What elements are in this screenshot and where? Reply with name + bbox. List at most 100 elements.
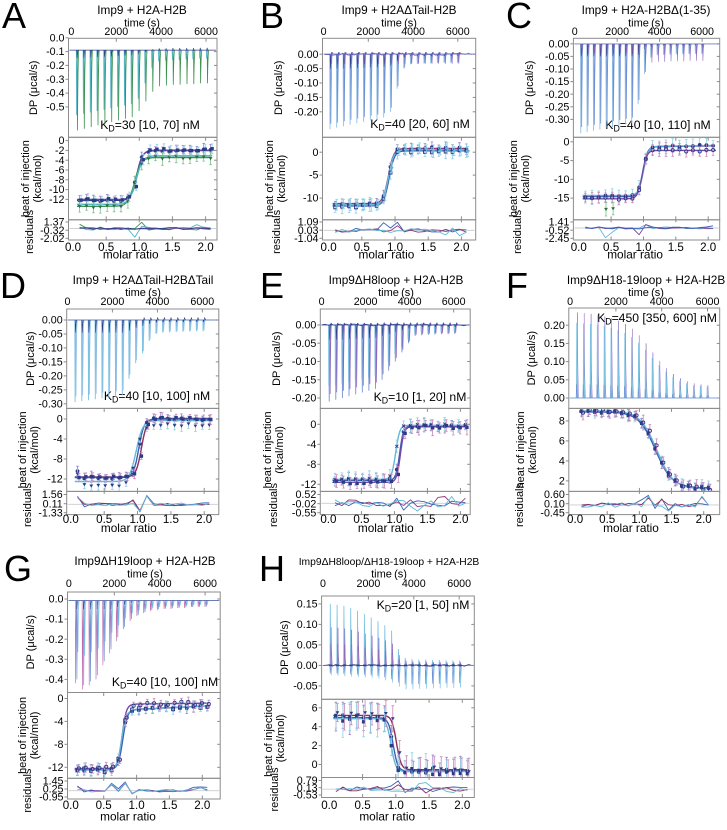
svg-text:-0.15: -0.15 xyxy=(292,374,316,386)
svg-text:-0.15: -0.15 xyxy=(38,357,62,369)
svg-text:molar ratio: molar ratio xyxy=(359,248,415,262)
svg-text:residuals: residuals xyxy=(512,209,524,254)
svg-text:1.09: 1.09 xyxy=(298,217,319,229)
svg-text:heat of injection: heat of injection xyxy=(508,140,520,217)
svg-text:residuals: residuals xyxy=(271,209,283,254)
svg-text:(kcal/mol): (kcal/mol) xyxy=(275,715,287,763)
svg-text:KD=10 [1, 20] nM: KD=10 [1, 20] nM xyxy=(374,390,467,406)
svg-text:6000: 6000 xyxy=(442,296,466,308)
svg-text:-4: -4 xyxy=(54,716,64,728)
svg-text:-0.2: -0.2 xyxy=(45,634,63,646)
svg-text:0.5: 0.5 xyxy=(96,513,112,526)
svg-text:-0.1: -0.1 xyxy=(46,46,64,58)
svg-text:-6: -6 xyxy=(55,165,65,177)
svg-text:1.5: 1.5 xyxy=(668,241,684,254)
svg-text:-0.05: -0.05 xyxy=(294,63,318,75)
svg-text:0.5: 0.5 xyxy=(353,513,369,526)
svg-text:Imp9 + H2A-H2BΔ(1-35): Imp9 + H2A-H2BΔ(1-35) xyxy=(582,3,711,17)
svg-text:-10: -10 xyxy=(554,174,570,186)
svg-text:4000: 4000 xyxy=(146,296,170,308)
svg-text:0.5: 0.5 xyxy=(96,799,112,812)
svg-text:0: 0 xyxy=(59,135,65,147)
svg-text:molar ratio: molar ratio xyxy=(101,521,157,535)
svg-text:4000: 4000 xyxy=(401,26,425,38)
svg-text:-2: -2 xyxy=(55,145,65,157)
svg-text:time (s): time (s) xyxy=(125,287,161,299)
svg-text:time (s): time (s) xyxy=(127,569,163,581)
svg-text:0.11: 0.11 xyxy=(43,498,63,510)
svg-text:Imp9ΔH18-19loop + H2A-H2B: Imp9ΔH18-19loop + H2A-H2B xyxy=(567,273,726,287)
svg-text:4: 4 xyxy=(312,721,318,733)
svg-text:0.05: 0.05 xyxy=(297,640,318,652)
svg-text:heat of injection: heat of injection xyxy=(515,411,527,488)
svg-text:1.5: 1.5 xyxy=(164,241,180,254)
svg-text:0.05: 0.05 xyxy=(544,374,565,386)
svg-text:-0.10: -0.10 xyxy=(294,78,318,90)
svg-text:heat of injection: heat of injection xyxy=(17,697,29,774)
svg-text:DP (μcal/s): DP (μcal/s) xyxy=(279,620,291,674)
svg-text:2.0: 2.0 xyxy=(196,513,212,526)
svg-text:1.5: 1.5 xyxy=(421,799,437,812)
svg-text:4000: 4000 xyxy=(650,296,674,308)
svg-text:2000: 2000 xyxy=(101,296,125,308)
svg-text:DP (μcal/s): DP (μcal/s) xyxy=(25,615,37,669)
svg-text:molar ratio: molar ratio xyxy=(103,248,159,262)
svg-text:0.5: 0.5 xyxy=(354,241,370,254)
svg-text:0.15: 0.15 xyxy=(544,338,565,350)
svg-text:-4: -4 xyxy=(53,434,63,446)
svg-text:(kcal/mol): (kcal/mol) xyxy=(527,426,539,474)
svg-text:0: 0 xyxy=(57,414,63,426)
svg-text:-12: -12 xyxy=(49,194,65,206)
svg-text:2000: 2000 xyxy=(604,296,628,308)
svg-text:0.00: 0.00 xyxy=(544,393,565,405)
svg-text:0: 0 xyxy=(68,26,74,38)
svg-text:0: 0 xyxy=(572,26,578,38)
svg-text:(kcal/mol): (kcal/mol) xyxy=(520,155,532,203)
svg-text:time (s): time (s) xyxy=(371,569,407,581)
svg-text:-0.55: -0.55 xyxy=(292,507,316,519)
svg-text:0: 0 xyxy=(313,147,319,159)
svg-text:DP (μcal/s): DP (μcal/s) xyxy=(524,61,536,115)
svg-text:heat of injection: heat of injection xyxy=(262,411,274,488)
svg-text:-0.10: -0.10 xyxy=(292,356,316,368)
svg-text:molar ratio: molar ratio xyxy=(603,521,659,535)
svg-text:0.00: 0.00 xyxy=(295,320,316,332)
svg-text:-5: -5 xyxy=(560,155,570,167)
svg-text:1.0: 1.0 xyxy=(631,513,647,526)
svg-text:1.41: 1.41 xyxy=(549,217,570,229)
svg-text:2.0: 2.0 xyxy=(454,799,470,812)
svg-text:KD=40 [10, 100] nM: KD=40 [10, 100] nM xyxy=(112,675,218,691)
svg-text:-4: -4 xyxy=(307,439,317,451)
svg-text:Imp9ΔH8loop + H2A-H2B: Imp9ΔH8loop + H2A-H2B xyxy=(329,273,464,287)
svg-text:-8: -8 xyxy=(55,174,65,186)
svg-text:2000: 2000 xyxy=(357,578,381,590)
svg-text:-0.2: -0.2 xyxy=(46,60,64,72)
svg-text:6000: 6000 xyxy=(447,578,471,590)
svg-text:1.0: 1.0 xyxy=(635,241,651,254)
svg-text:-0.3: -0.3 xyxy=(45,654,63,666)
svg-text:-4: -4 xyxy=(55,155,65,167)
svg-text:0.25: 0.25 xyxy=(43,784,64,796)
svg-text:D: D xyxy=(0,265,26,306)
svg-text:6000: 6000 xyxy=(696,296,720,308)
svg-text:time (s): time (s) xyxy=(628,287,664,299)
svg-text:B: B xyxy=(260,0,284,36)
svg-text:-0.20: -0.20 xyxy=(294,106,318,118)
svg-text:residuals: residuals xyxy=(269,767,281,812)
svg-text:0: 0 xyxy=(567,296,573,308)
svg-text:KD=40 [20, 60] nM: KD=40 [20, 60] nM xyxy=(370,117,470,133)
svg-text:0.0: 0.0 xyxy=(320,513,336,526)
svg-text:0.00: 0.00 xyxy=(298,49,319,61)
svg-text:1.45: 1.45 xyxy=(43,776,64,788)
svg-text:-0.95: -0.95 xyxy=(39,792,63,804)
svg-text:0.0: 0.0 xyxy=(567,513,583,526)
svg-text:4000: 4000 xyxy=(648,26,672,38)
svg-text:DP (μcal/s): DP (μcal/s) xyxy=(273,61,285,115)
svg-text:molar ratio: molar ratio xyxy=(359,810,415,824)
svg-text:heat of injection: heat of injection xyxy=(264,140,276,217)
svg-text:0: 0 xyxy=(321,26,327,38)
svg-text:2000: 2000 xyxy=(605,26,629,38)
svg-text:0.5: 0.5 xyxy=(603,241,619,254)
svg-text:2: 2 xyxy=(559,476,565,488)
svg-text:C: C xyxy=(506,0,532,36)
